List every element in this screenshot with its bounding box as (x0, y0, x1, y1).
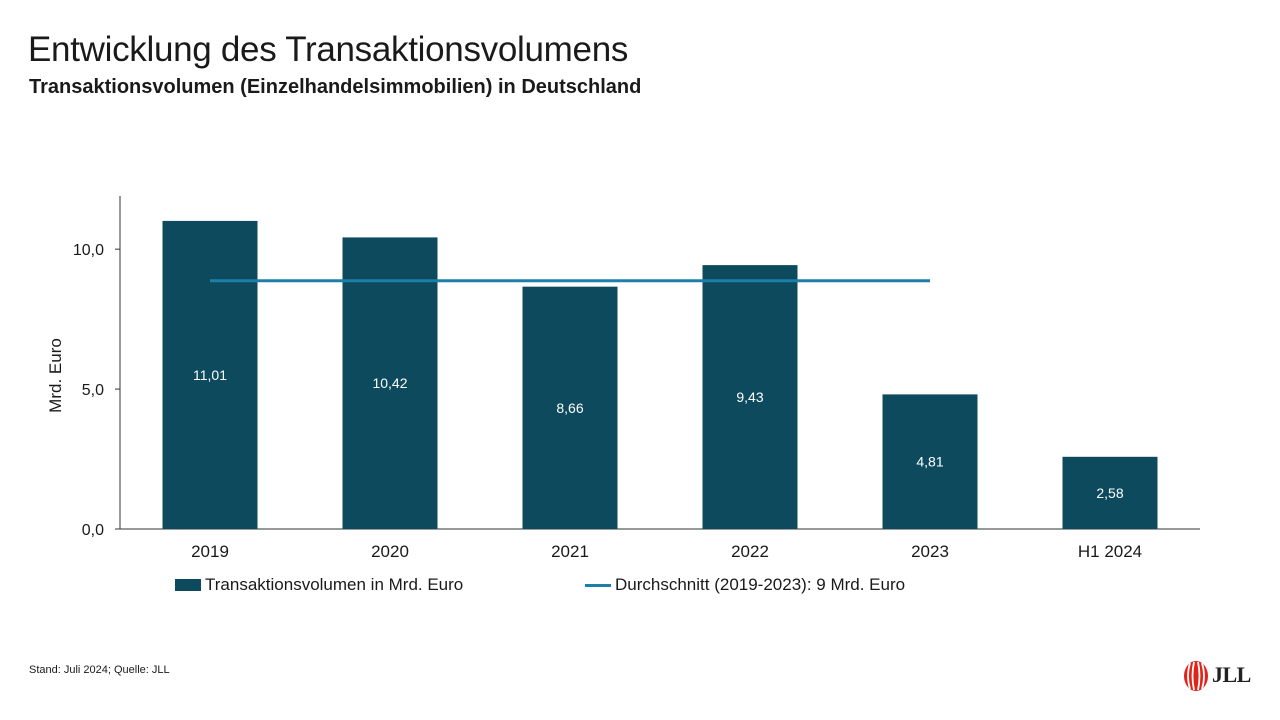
x-tick-label: 2022 (731, 542, 769, 561)
data-label: 4,81 (916, 454, 943, 470)
y-tick-label: 0,0 (82, 522, 104, 539)
data-label: 10,42 (372, 375, 407, 391)
x-tick-label: 2023 (911, 542, 949, 561)
jll-logo-icon (1184, 661, 1208, 691)
jll-logo: JLL (1182, 659, 1254, 693)
y-tick-label: 10,0 (73, 242, 104, 259)
bar (1062, 456, 1158, 529)
x-tick-label: 2019 (191, 542, 229, 561)
x-tick-label: 2021 (551, 542, 589, 561)
legend-swatch-line (585, 583, 611, 587)
legend-item-average: Durchschnitt (2019-2023): 9 Mrd. Euro (585, 575, 905, 595)
chart-subtitle: Transaktionsvolumen (Einzelhandelsimmobi… (29, 76, 642, 98)
bar (522, 286, 618, 529)
data-label: 8,66 (556, 400, 583, 416)
source-note: Stand: Juli 2024; Quelle: JLL (29, 664, 170, 676)
chart-title: Entwicklung des Transaktionsvolumens (28, 30, 629, 69)
data-label: 11,01 (193, 367, 227, 383)
legend-label-bars: Transaktionsvolumen in Mrd. Euro (205, 575, 464, 594)
x-tick-label: 2020 (371, 542, 409, 561)
bar (882, 394, 978, 529)
logo-text: JLL (1212, 662, 1251, 687)
chart-legend: Transaktionsvolumen in Mrd. Euro Durchsc… (0, 575, 1280, 597)
bar (342, 237, 438, 529)
data-label: 2,58 (1096, 485, 1123, 501)
y-axis-label: Mrd. Euro (46, 338, 65, 413)
legend-swatch-bar (175, 579, 201, 591)
legend-label-average: Durchschnitt (2019-2023): 9 Mrd. Euro (615, 575, 906, 594)
legend-item-bars: Transaktionsvolumen in Mrd. Euro (175, 575, 463, 595)
bar (162, 220, 258, 530)
data-label: 9,43 (736, 389, 763, 405)
y-tick-label: 5,0 (82, 382, 104, 399)
bar (702, 265, 798, 529)
x-tick-label: H1 2024 (1078, 542, 1142, 561)
